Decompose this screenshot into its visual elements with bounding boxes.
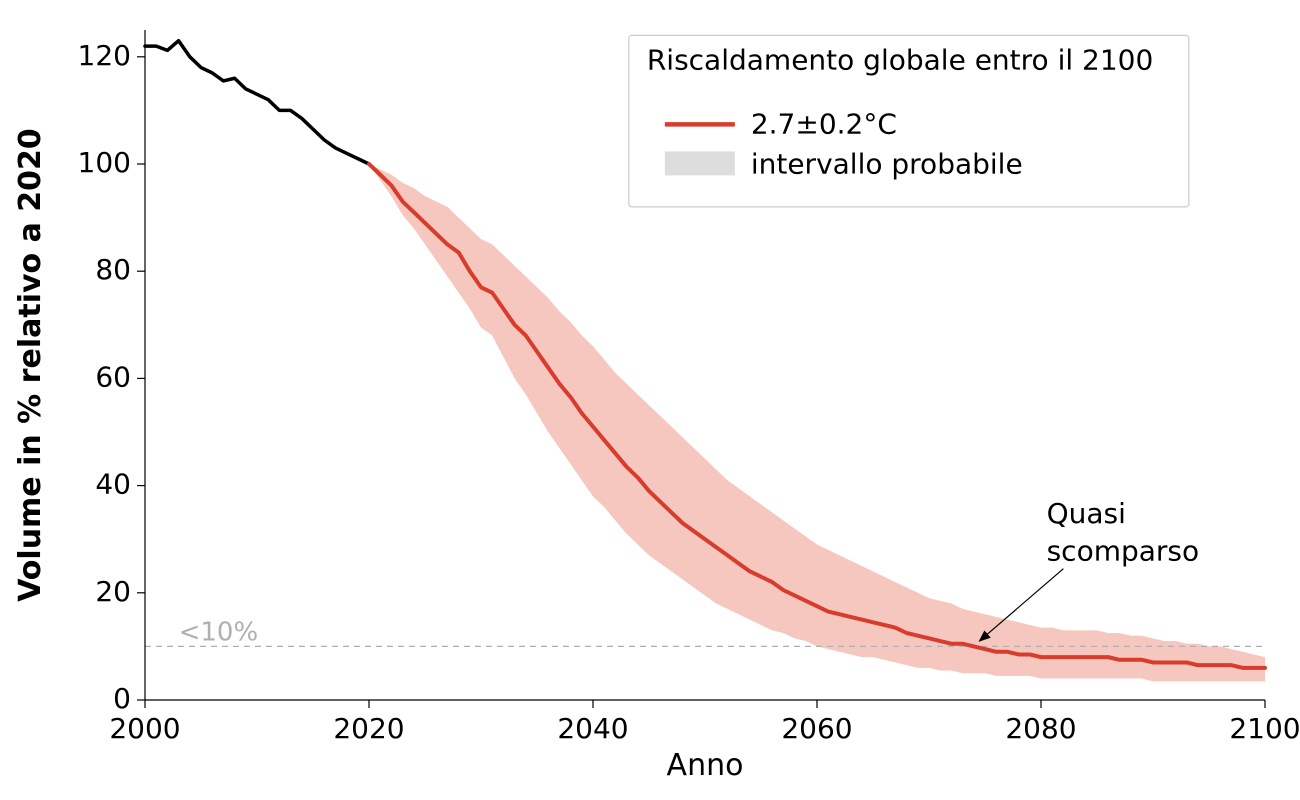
legend-entry-label: 2.7±0.2°C (751, 107, 897, 140)
x-tick-label: 2080 (1005, 712, 1076, 745)
x-axis-label: Anno (667, 748, 744, 783)
x-tick-label: 2020 (333, 712, 404, 745)
y-tick-label: 40 (95, 468, 131, 501)
x-tick-label: 2060 (781, 712, 852, 745)
y-tick-label: 60 (95, 360, 131, 393)
x-tick-label: 2100 (1229, 712, 1300, 745)
threshold-label: <10% (179, 617, 259, 647)
historical-line (145, 41, 369, 164)
y-tick-label: 80 (95, 253, 131, 286)
legend-swatch-patch (665, 151, 735, 175)
x-tick-label: 2040 (557, 712, 628, 745)
y-tick-label: 0 (113, 682, 131, 715)
y-tick-label: 100 (78, 146, 131, 179)
y-axis-label: Volume in % relativo a 2020 (13, 128, 48, 602)
y-tick-label: 20 (95, 575, 131, 608)
y-tick-label: 120 (78, 39, 131, 72)
legend-entry-label: intervallo probabile (751, 147, 1023, 180)
annotation-text: Quasi (1047, 497, 1126, 530)
annotation-text: scomparso (1047, 535, 1200, 568)
uncertainty-band (369, 164, 1265, 681)
glacier-volume-chart: <10%200020202040206020802100020406080100… (0, 0, 1300, 800)
x-tick-label: 2000 (109, 712, 180, 745)
chart-svg: <10%200020202040206020802100020406080100… (0, 0, 1300, 800)
legend-title: Riscaldamento globale entro il 2100 (647, 43, 1153, 76)
